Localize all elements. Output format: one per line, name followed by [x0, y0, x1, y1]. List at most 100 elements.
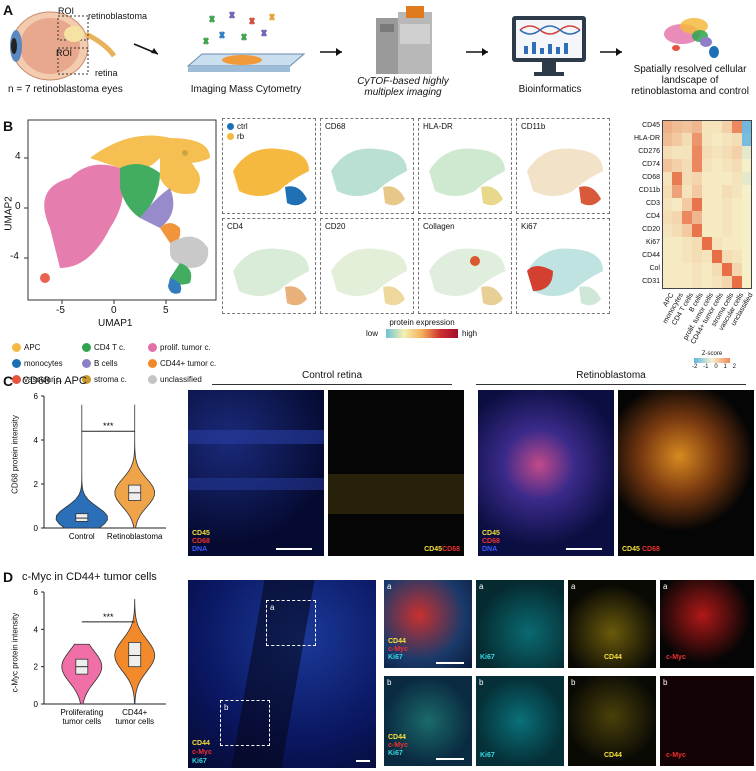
retinoblastoma-label: retinoblastoma	[88, 11, 148, 21]
heatmap-cell	[732, 120, 742, 133]
retinoblastoma-rule	[476, 384, 746, 385]
heatmap-cell	[732, 159, 742, 172]
eye-illustration	[10, 11, 116, 81]
retina-label: retina	[95, 68, 118, 78]
heatmap-cell	[672, 159, 682, 172]
heatmap-cell	[712, 224, 722, 237]
arrow-4	[600, 48, 622, 56]
roi-label-1: ROI	[58, 6, 75, 16]
umap-ki67: Ki67	[516, 218, 610, 314]
heatmap-row-label: CD68	[642, 174, 660, 181]
heatmap-cell	[682, 263, 692, 276]
zoom-box-a: a	[266, 600, 316, 646]
heatmap-cell	[672, 263, 682, 276]
y-tick-label: 0	[34, 524, 39, 533]
heatmap-cell	[722, 276, 732, 289]
tile-b-cmyc: b c-Myc	[660, 676, 754, 766]
heatmap-cell	[672, 185, 682, 198]
heatmap-cell	[702, 276, 712, 289]
heatmap-cell	[692, 172, 702, 185]
heatmap-cell	[712, 250, 722, 263]
heatmap-cell	[702, 224, 712, 237]
sig-stars: ***	[103, 421, 114, 431]
marker-heatmap: CD45 HLA-DR CD276 CD74 CD68 CD11b CD3 CD4 CD20 Ki…	[622, 120, 755, 352]
heatmap-cell	[712, 198, 722, 211]
heatmap-cell	[732, 237, 742, 250]
group-label: Proliferating	[60, 708, 103, 717]
umap-xlabel: UMAP1	[98, 318, 133, 329]
heatmap-cell	[672, 211, 682, 224]
tile-a-ki67: a Ki67	[476, 580, 564, 668]
heatmap-cell	[712, 276, 722, 289]
heatmap-cell	[722, 172, 732, 185]
heatmap-cell	[742, 211, 752, 224]
y-tick-label: 2	[34, 663, 39, 672]
scale-bar	[436, 662, 464, 664]
heatmap-cell	[662, 237, 672, 250]
legend-stroma: stroma c.	[82, 375, 127, 385]
heatmap-row-label: CD4	[645, 213, 660, 220]
heatmap-cell	[682, 120, 692, 133]
heatmap-cell	[672, 198, 682, 211]
heatmap-cell	[732, 250, 742, 263]
heatmap-cell	[662, 263, 672, 276]
heatmap-row-label: CD11b	[638, 187, 660, 194]
image-control-cd45-cd68: CD45 CD68	[328, 390, 464, 556]
heatmap-cell	[682, 211, 692, 224]
heatmap-cell	[732, 146, 742, 159]
heatmap-cell	[672, 146, 682, 159]
scale-bar	[356, 760, 370, 762]
heatmap-cell	[672, 224, 682, 237]
heatmap-cell	[702, 185, 712, 198]
heatmap-cell	[712, 172, 722, 185]
heatmap-cell	[692, 263, 702, 276]
heatmap-cell	[712, 185, 722, 198]
heatmap-cell	[692, 159, 702, 172]
panel-a-label: A	[3, 2, 14, 18]
group-label: CD44+	[122, 708, 147, 717]
heatmap-cell	[682, 146, 692, 159]
umap-ylabel: UMAP2	[3, 196, 15, 231]
heatmap-frame	[662, 120, 752, 289]
heatmap-cell	[702, 211, 712, 224]
heatmap-row-label: CD276	[638, 148, 660, 155]
control-retina-rule	[212, 384, 452, 385]
heatmap-cell	[662, 276, 672, 289]
heatmap-cell	[732, 133, 742, 146]
legend-cd44: CD44+ tumor c.	[148, 359, 216, 369]
heatmap-cell	[692, 198, 702, 211]
heatmap-cell	[732, 263, 742, 276]
heatmap-cell	[722, 263, 732, 276]
heatmap-cell	[722, 224, 732, 237]
umap-cd20: CD20	[320, 218, 414, 314]
heatmap-cell	[692, 237, 702, 250]
group-label: Control	[69, 532, 95, 541]
heatmap-row-label: CD44	[642, 252, 660, 259]
heatmap-cell	[702, 159, 712, 172]
group-label: tumor cells	[115, 717, 154, 726]
zoom-box-b: b	[220, 700, 270, 746]
bioinformatics-label: Bioinformatics	[518, 84, 582, 95]
panel-b-label: B	[3, 118, 14, 134]
heatmap-cell	[672, 172, 682, 185]
scale-bar	[436, 758, 464, 760]
monitor-icon	[512, 16, 586, 76]
cytof-label: CyTOF-based highly multiplex imaging	[357, 76, 449, 98]
heatmap-cell	[722, 120, 732, 133]
heatmap-cell	[712, 146, 722, 159]
scale-bar	[566, 548, 602, 550]
heatmap-cell	[662, 250, 672, 263]
image-rb-cd45-cd68: CD45 CD68	[618, 390, 754, 556]
heatmap-cell	[702, 237, 712, 250]
heatmap-cell	[742, 263, 752, 276]
heatmap-cell	[682, 133, 692, 146]
y-tick-label: 4	[34, 625, 39, 634]
c-ylabel: CD68 protein intensity	[10, 415, 20, 494]
heatmap-cell	[662, 159, 672, 172]
y-tick-label: 0	[34, 700, 39, 709]
umap-cd4: CD4	[222, 218, 316, 314]
mini-umap-illustration	[664, 18, 719, 58]
heatmap-cell	[682, 172, 692, 185]
heatmap-cell	[712, 263, 722, 276]
